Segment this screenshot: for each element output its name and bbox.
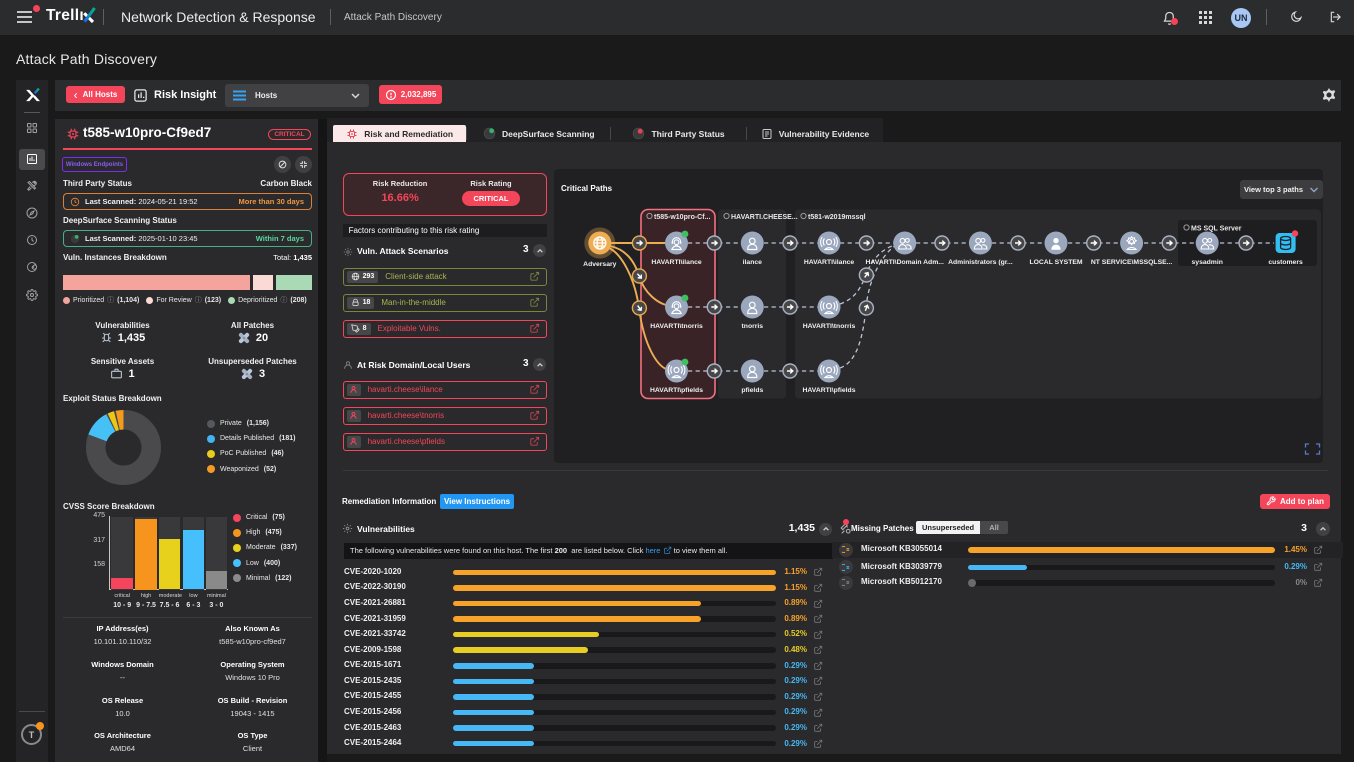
svg-text:LOCAL SYSTEM: LOCAL SYSTEM: [1029, 259, 1082, 266]
svg-text:HAVARTI\Domain Adm...: HAVARTI\Domain Adm...: [865, 259, 944, 266]
svg-text:HAVARTI.CHEESE...: HAVARTI.CHEESE...: [731, 214, 798, 221]
svg-text:HAVARTI\pfields: HAVARTI\pfields: [803, 387, 856, 394]
svg-text:ilance: ilance: [743, 259, 762, 266]
svg-text:HAVARTI\tnorris: HAVARTI\tnorris: [803, 323, 856, 330]
svg-text:Adversary: Adversary: [583, 261, 616, 268]
svg-text:HAVARTI\tnorris: HAVARTI\tnorris: [650, 323, 703, 330]
svg-text:pfields: pfields: [741, 387, 763, 394]
svg-text:t585-w10pro-Cf...: t585-w10pro-Cf...: [654, 214, 710, 221]
svg-text:sysadmin: sysadmin: [1192, 259, 1223, 266]
svg-text:HAVARTI\pfields: HAVARTI\pfields: [650, 387, 703, 394]
svg-text:customers: customers: [1268, 259, 1303, 266]
svg-text:HAVARTI\ilance: HAVARTI\ilance: [651, 259, 702, 266]
svg-text:Administrators (gr...: Administrators (gr...: [948, 259, 1013, 266]
svg-text:t581-w2019mssql: t581-w2019mssql: [808, 214, 866, 221]
svg-text:NT SERVICE\MSSQLSE...: NT SERVICE\MSSQLSE...: [1091, 259, 1173, 266]
svg-text:HAVARTI\ilance: HAVARTI\ilance: [804, 259, 855, 266]
svg-text:MS SQL Server: MS SQL Server: [1191, 226, 1242, 233]
svg-text:tnorris: tnorris: [742, 323, 764, 330]
